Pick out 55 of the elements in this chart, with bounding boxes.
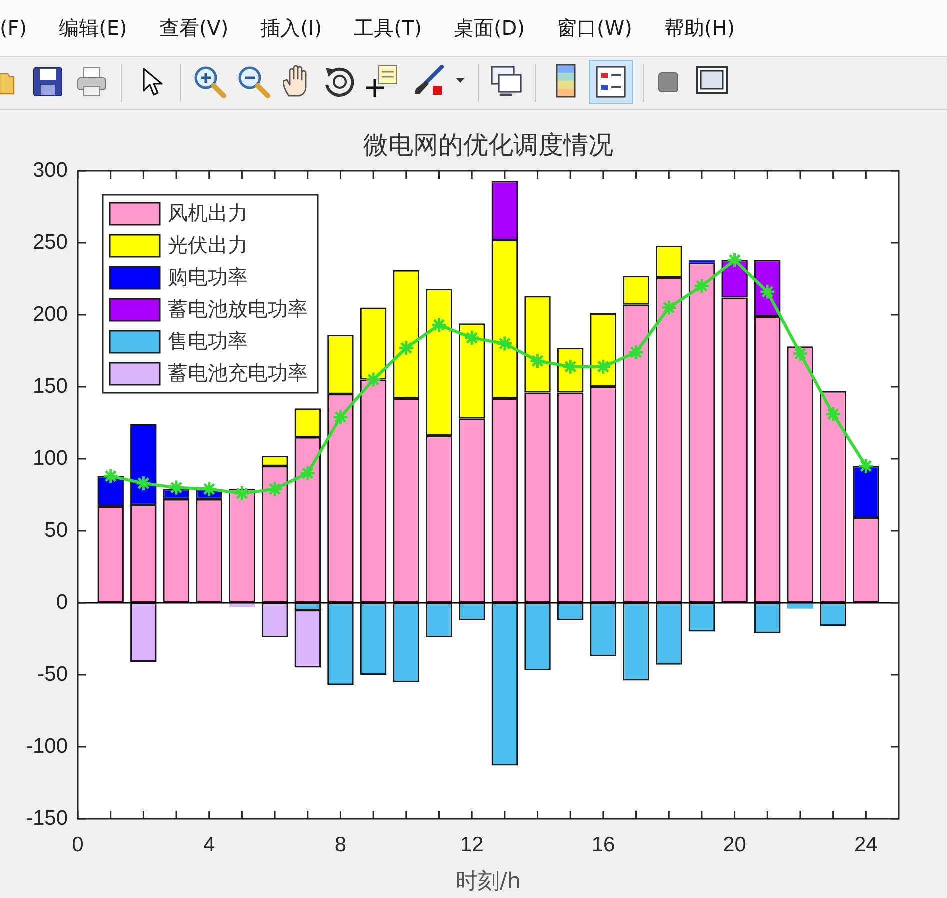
y-tick-label: -50: [38, 662, 68, 686]
chart-title: 微电网的优化调度情况: [364, 130, 614, 160]
y-tick-label: 100: [32, 446, 68, 470]
x-axis-title: 时刻/h: [456, 870, 522, 895]
point: [102, 468, 120, 485]
y-tick-label: 0: [56, 590, 68, 614]
point: [858, 458, 874, 474]
point: [825, 406, 842, 423]
point: [300, 465, 316, 482]
x-tick-label: 20: [723, 833, 746, 856]
point: [792, 346, 809, 362]
point: [660, 300, 678, 316]
point: [694, 278, 710, 294]
legend-label: 售电功率: [168, 329, 248, 354]
point: [726, 252, 744, 269]
legend-label: 风机出力: [168, 201, 248, 226]
legend-label: 蓄电池充电功率: [168, 361, 308, 386]
x-tick-label: 24: [854, 833, 878, 856]
point: [365, 372, 382, 388]
text: 帮助(H): [664, 14, 736, 42]
y-tick-label: 300: [32, 158, 68, 182]
x-tick-label: 0: [72, 833, 84, 856]
text: 窗口(W): [557, 14, 632, 42]
y-tick-label: 150: [32, 374, 68, 398]
y-tick-label: -100: [26, 734, 68, 758]
point: [266, 480, 284, 498]
point: [530, 352, 546, 370]
point: [496, 336, 514, 352]
point: [628, 344, 645, 361]
text: 桌面(D): [454, 14, 526, 42]
point: [595, 358, 612, 376]
x-tick-label: 16: [592, 833, 616, 856]
point: [201, 480, 218, 498]
point: [135, 475, 152, 492]
legend-label: 购电功率: [168, 265, 248, 290]
point: [464, 330, 480, 346]
x-tick-label: 4: [204, 833, 216, 856]
text: 编辑(E): [59, 14, 128, 42]
y-tick-label: 250: [32, 230, 68, 254]
text: 工具(T): [354, 14, 422, 42]
point: [430, 316, 448, 334]
point: [398, 340, 415, 356]
legend-label: 蓄电池放电功率: [168, 297, 308, 322]
point: [332, 408, 349, 426]
y-tick-label: 50: [44, 518, 68, 542]
text: 查看(V): [159, 14, 229, 42]
legend-label: 光伏出力: [168, 233, 248, 258]
x-tick-label: 8: [334, 833, 347, 856]
y-tick-label: -150: [26, 806, 68, 830]
x-tick-label: 12: [460, 833, 484, 856]
y-tick-label: 200: [32, 302, 68, 326]
point: [168, 480, 185, 496]
text: 插入(I): [260, 14, 322, 42]
text: (F): [0, 16, 28, 40]
point: [234, 485, 250, 502]
